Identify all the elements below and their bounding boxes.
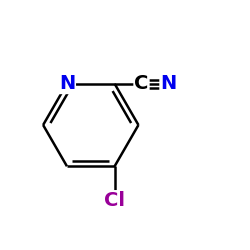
Text: N: N <box>59 74 75 93</box>
Text: C: C <box>134 74 149 93</box>
Text: N: N <box>160 74 176 93</box>
Text: Cl: Cl <box>104 191 125 210</box>
